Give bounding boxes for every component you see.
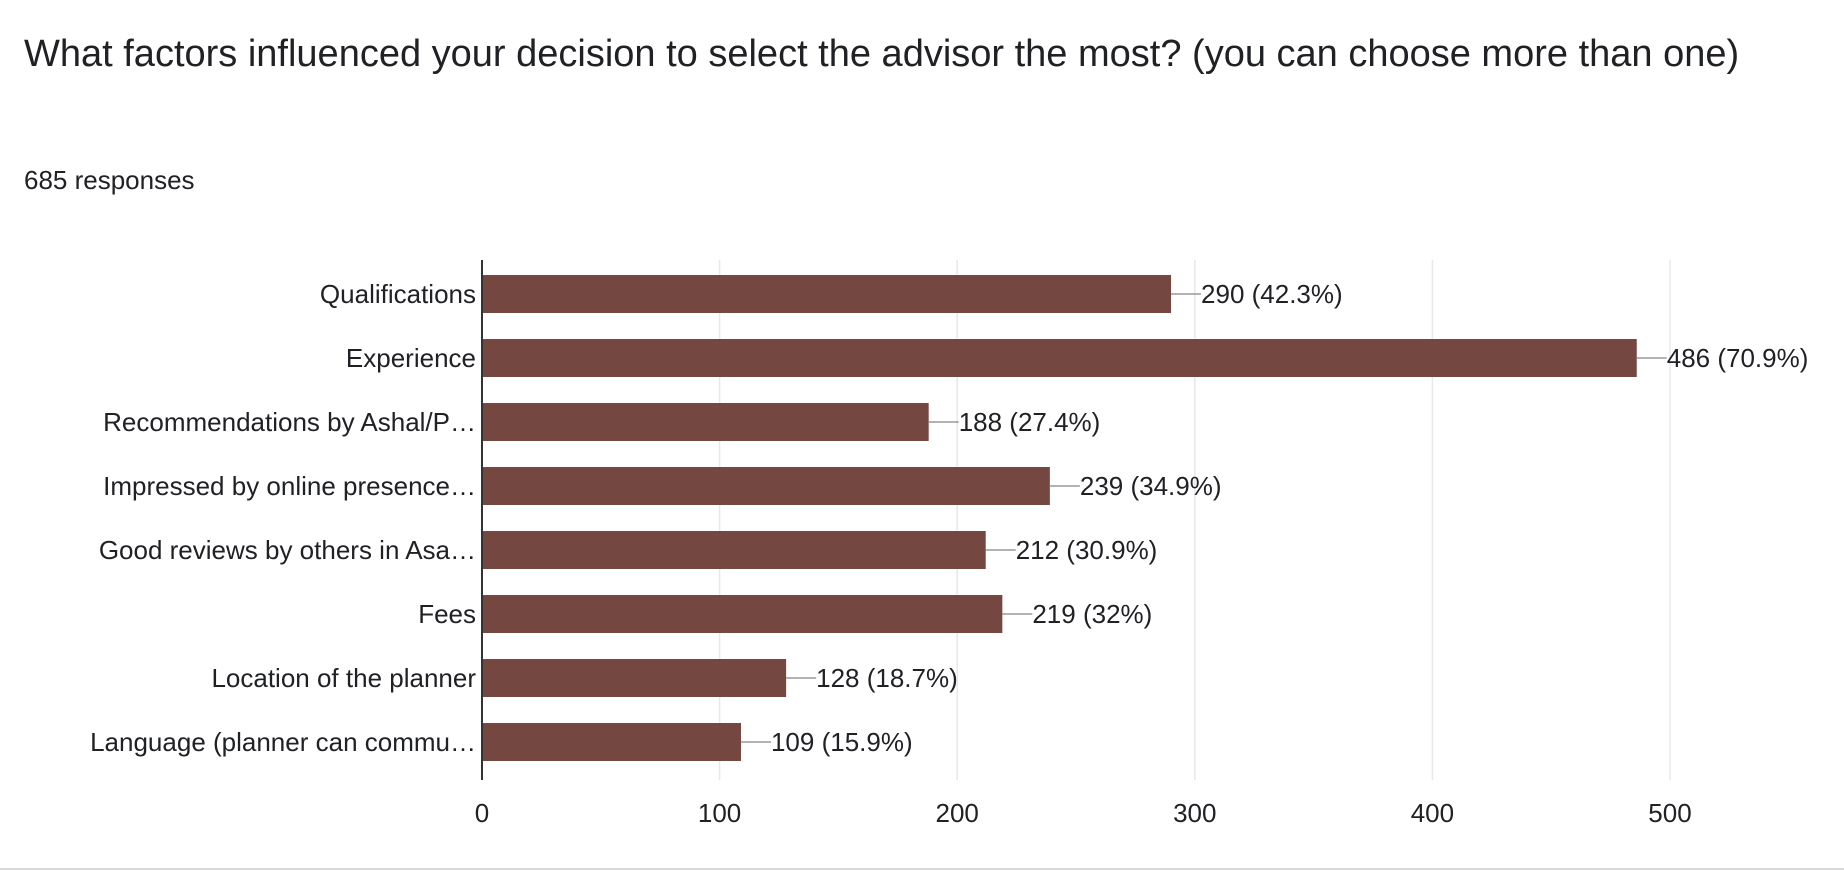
bar bbox=[482, 723, 741, 761]
data-label: 290 (42.3%) bbox=[1201, 279, 1343, 309]
x-tick-label: 0 bbox=[475, 798, 489, 828]
category-label: Good reviews by others in Asa… bbox=[99, 535, 476, 565]
data-label: 128 (18.7%) bbox=[816, 663, 958, 693]
x-tick-label: 100 bbox=[698, 798, 741, 828]
category-label: Experience bbox=[346, 343, 476, 373]
data-label: 188 (27.4%) bbox=[959, 407, 1101, 437]
category-label: Recommendations by Ashal/P… bbox=[103, 407, 476, 437]
x-tick-label: 200 bbox=[936, 798, 979, 828]
data-label: 219 (32%) bbox=[1032, 599, 1152, 629]
data-label: 212 (30.9%) bbox=[1016, 535, 1158, 565]
x-tick-label: 400 bbox=[1411, 798, 1454, 828]
bar bbox=[482, 595, 1003, 633]
category-label: Language (planner can commu… bbox=[90, 727, 476, 757]
bar bbox=[482, 339, 1637, 377]
data-label: 239 (34.9%) bbox=[1080, 471, 1222, 501]
bar bbox=[482, 275, 1172, 313]
category-label: Qualifications bbox=[320, 279, 476, 309]
bar bbox=[482, 403, 929, 441]
category-label: Fees bbox=[418, 599, 476, 629]
category-label: Location of the planner bbox=[211, 663, 476, 693]
x-tick-label: 500 bbox=[1648, 798, 1691, 828]
x-tick-label: 300 bbox=[1173, 798, 1216, 828]
category-label: Impressed by online presence… bbox=[103, 471, 476, 501]
data-label: 486 (70.9%) bbox=[1667, 343, 1809, 373]
bar bbox=[482, 659, 787, 697]
question-title: What factors influenced your decision to… bbox=[24, 33, 1740, 75]
bar bbox=[482, 467, 1050, 505]
data-label: 109 (15.9%) bbox=[771, 727, 913, 757]
bar bbox=[482, 531, 986, 569]
response-count: 685 responses bbox=[24, 165, 195, 195]
